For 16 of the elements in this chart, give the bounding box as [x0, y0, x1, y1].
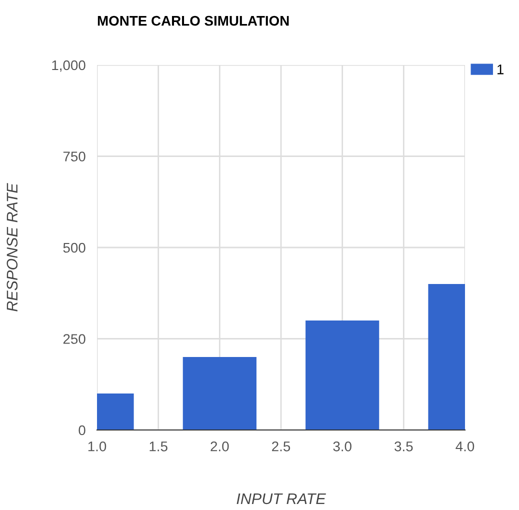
x-tick-label: 3.0	[333, 441, 352, 452]
x-tick-label: 2.0	[210, 441, 229, 452]
x-tick-label: 4.0	[456, 441, 474, 452]
x-axis-title: INPUT RATE	[236, 494, 326, 504]
chart-title: MONTE CARLO SIMULATION	[98, 16, 289, 26]
y-tick-label: 250	[63, 334, 86, 344]
y-axis-title: RESPONSE RATE	[6, 182, 18, 312]
y-tick-label: 750	[63, 152, 86, 162]
legend-label: 1	[498, 64, 504, 74]
y-tick-label: 0	[78, 425, 86, 436]
x-tick-label: 1.0	[88, 441, 106, 452]
x-tick-label: 3.5	[394, 441, 413, 452]
y-tick-label: 1,000	[52, 60, 86, 72]
x-tick-label: 2.5	[272, 441, 290, 452]
x-tick-label: 1.5	[150, 442, 168, 452]
y-tick-label: 500	[63, 242, 86, 253]
